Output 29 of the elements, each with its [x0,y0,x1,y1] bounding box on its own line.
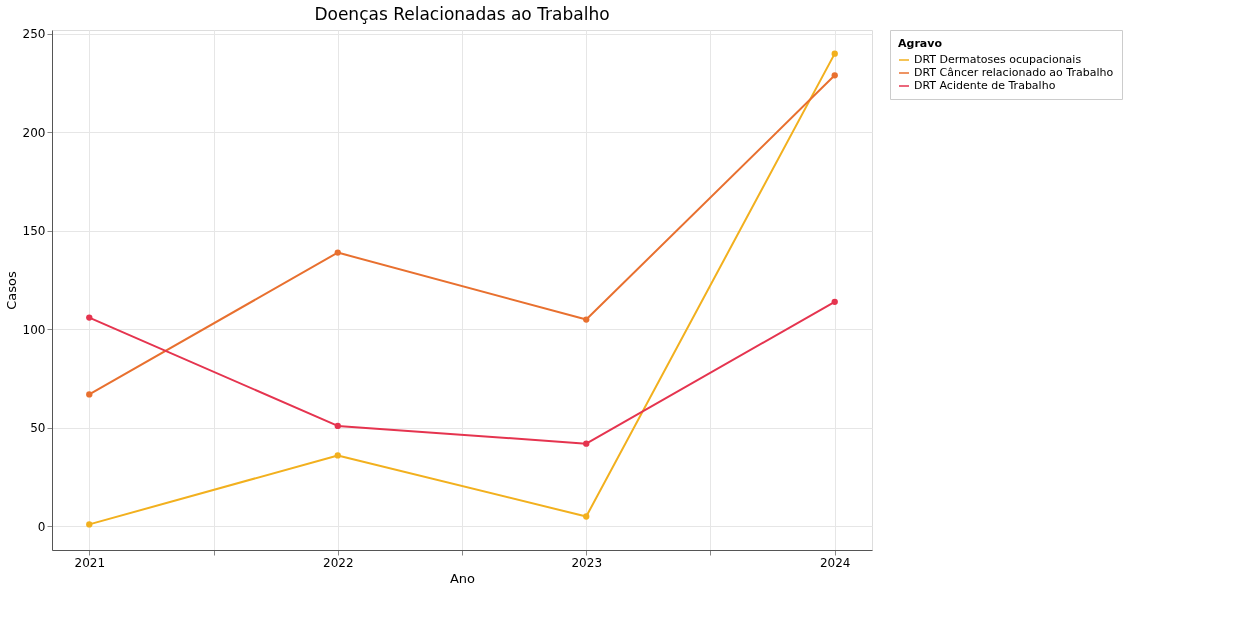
point [334,249,341,256]
point [334,422,341,430]
point [831,72,838,79]
point [86,314,93,321]
y-tick-label: 150 [22,224,46,239]
point [831,50,838,57]
y-axis-title: Casos [3,271,19,310]
y-tick-label: 50 [30,421,46,436]
y-tick-label: 250 [22,27,46,42]
x-axis-title: Ano [449,570,476,586]
point [334,452,341,459]
point [583,440,590,447]
point [831,298,838,305]
legend-label: DRT Acidente de Trabalho [914,79,1056,92]
point [86,391,93,398]
x-tick-label: 2022 [322,555,354,570]
point [583,513,590,520]
legend-label: DRT Dermatoses ocupacionais [914,53,1082,66]
x-tick-label: 2021 [74,555,106,570]
chart-title: Doenças Relacionadas ao Trabalho [314,3,610,24]
x-tick-label: 2024 [819,555,851,570]
point [86,521,93,528]
y-tick-label: 200 [22,125,46,140]
point [583,316,590,323]
x-tick-label: 2023 [571,555,603,570]
legend-label: DRT Câncer relacionado ao Trabalho [914,66,1114,79]
y-tick-label: 0 [37,519,46,534]
legend-title: Agravo [898,37,943,50]
y-tick-label: 100 [22,322,46,337]
